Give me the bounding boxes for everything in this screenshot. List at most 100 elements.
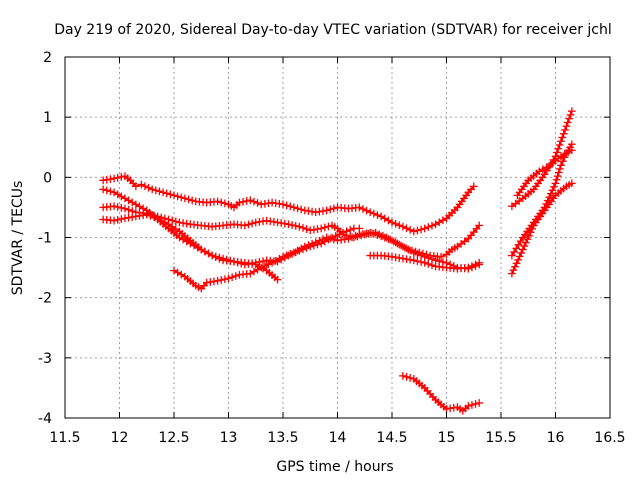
data-point <box>568 179 576 188</box>
series-layer <box>99 107 576 415</box>
series-track-10 <box>508 179 576 278</box>
data-point <box>420 252 429 261</box>
data-point <box>300 242 309 251</box>
data-point <box>155 187 164 196</box>
data-point <box>464 402 473 410</box>
data-point <box>553 148 561 157</box>
data-point <box>322 233 331 242</box>
data-point <box>348 233 356 242</box>
data-point <box>106 187 115 196</box>
x-axis-label: GPS time / hours <box>276 459 393 475</box>
data-point <box>557 161 565 170</box>
data-point <box>420 258 429 267</box>
data-point <box>469 182 478 191</box>
data-point <box>273 275 282 284</box>
y-tick-label: -4 <box>38 411 52 427</box>
data-point <box>568 107 576 115</box>
y-tick-label: -2 <box>38 291 52 307</box>
data-point <box>555 141 564 149</box>
chart-title: Day 219 of 2020, Sidereal Day-to-day VTE… <box>54 22 612 38</box>
data-point <box>246 196 255 205</box>
x-tick-label: 15.5 <box>485 430 516 446</box>
data-point <box>288 221 296 229</box>
data-point <box>308 239 316 248</box>
series-track-9 <box>508 140 576 260</box>
data-point <box>284 220 293 229</box>
data-point <box>409 256 418 265</box>
data-point <box>217 276 226 284</box>
data-point <box>326 234 335 243</box>
data-point <box>554 168 563 177</box>
data-point <box>113 216 122 224</box>
data-point <box>291 222 300 230</box>
data-point <box>377 232 385 241</box>
data-point <box>317 224 326 233</box>
data-point <box>299 224 307 232</box>
data-point <box>568 146 576 155</box>
data-point <box>431 256 440 265</box>
data-point <box>380 233 389 242</box>
data-point <box>557 137 565 146</box>
data-point <box>235 198 244 207</box>
series-track-7 <box>399 372 484 415</box>
data-point <box>217 198 226 207</box>
data-point <box>554 144 563 153</box>
y-axis-label: SDTVAR / TECUs <box>10 181 26 296</box>
data-point <box>413 226 422 235</box>
data-point <box>177 193 186 202</box>
data-point <box>326 205 335 214</box>
data-point <box>148 185 157 194</box>
data-point <box>322 206 331 215</box>
series-track-6 <box>366 251 484 273</box>
data-point <box>124 205 133 214</box>
y-axis-tick-labels: -4 -3 -2 -1 0 1 2 <box>38 50 52 427</box>
data-point <box>173 192 182 201</box>
data-point <box>366 228 375 237</box>
x-tick-label: 16 <box>547 430 565 446</box>
data-point <box>355 224 364 233</box>
x-tick-label: 15 <box>438 430 456 446</box>
data-point <box>409 248 418 257</box>
data-point <box>240 221 249 230</box>
data-point <box>150 213 158 221</box>
data-point <box>391 220 400 228</box>
data-point <box>339 228 347 237</box>
data-point <box>286 250 295 258</box>
data-point <box>563 118 572 127</box>
data-point <box>324 222 333 231</box>
data-point <box>406 374 415 382</box>
x-tick-label: 11.5 <box>49 430 80 446</box>
data-point <box>559 129 568 138</box>
x-tick-label: 14.5 <box>376 430 407 446</box>
data-point <box>128 207 137 215</box>
data-point <box>561 126 569 134</box>
data-point <box>437 252 445 261</box>
axis-ticks <box>64 56 611 419</box>
grid-lines <box>65 57 610 418</box>
data-point <box>558 133 567 142</box>
data-point <box>242 197 251 205</box>
series-track-1 <box>99 172 478 236</box>
x-tick-label: 13 <box>220 430 238 446</box>
data-point <box>162 189 171 198</box>
data-point <box>475 399 484 407</box>
data-point <box>417 251 425 260</box>
data-point <box>221 275 229 284</box>
data-point <box>409 227 418 236</box>
data-point <box>566 111 575 119</box>
x-tick-label: 16.5 <box>594 430 625 446</box>
data-point <box>562 122 571 131</box>
data-point <box>159 188 167 197</box>
data-point <box>399 372 407 380</box>
data-point <box>475 258 484 267</box>
data-point <box>471 400 480 408</box>
data-point <box>369 209 378 218</box>
y-tick-label: 0 <box>43 170 52 186</box>
data-point <box>213 276 222 285</box>
data-point <box>417 258 425 266</box>
data-point <box>346 226 355 234</box>
data-point <box>279 252 287 261</box>
data-point <box>395 221 404 230</box>
data-point <box>551 179 560 188</box>
data-point <box>279 200 287 209</box>
